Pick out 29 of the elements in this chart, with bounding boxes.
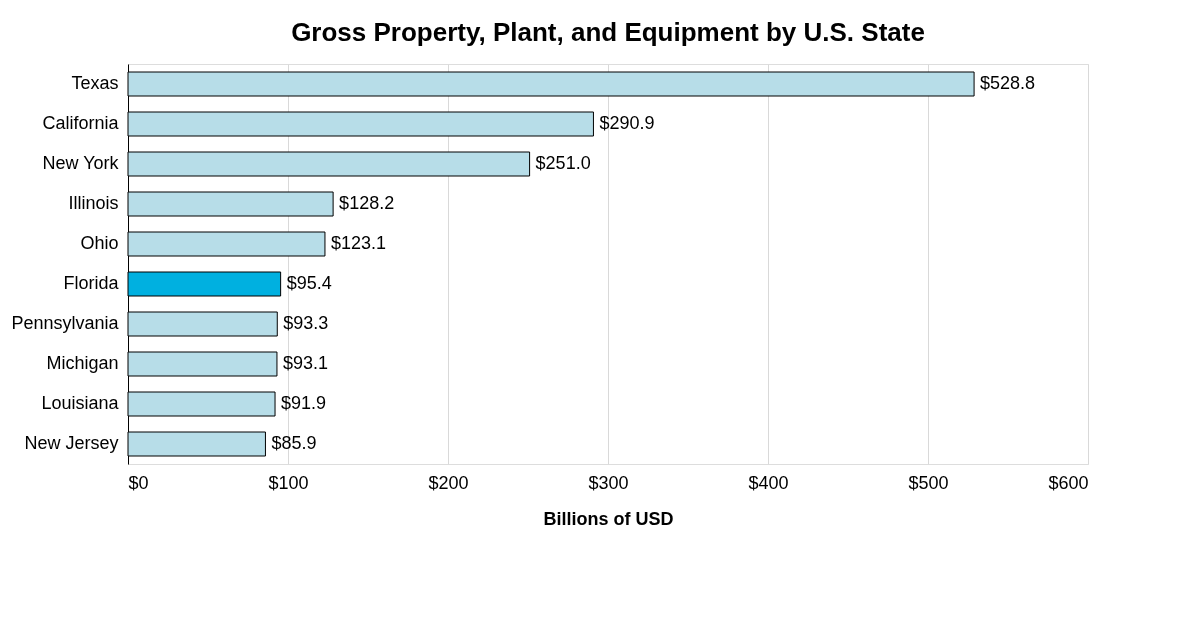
data-label: $85.9 [271,433,317,453]
y-tick-label: Michigan [46,353,119,373]
data-label: $123.1 [330,233,387,253]
x-tick-label: $300 [588,472,629,493]
data-label: $95.4 [286,273,332,293]
x-tick-label: $0 [128,472,149,493]
x-tick-label: $100 [268,472,309,493]
y-tick-label: New York [42,153,120,173]
y-tick-label: Florida [63,273,120,293]
data-label: $290.9 [599,113,655,133]
x-tick-label: $600 [1048,472,1089,493]
x-tick-label: $500 [908,472,949,493]
y-tick-label: Texas [71,73,119,93]
x-axis-title: Billions of USD [543,508,674,529]
data-label: $528.8 [980,73,1036,93]
x-tick-label: $200 [428,472,469,493]
x-tick-label: $400 [748,472,789,493]
data-label: $93.3 [283,313,329,333]
data-label: $93.1 [282,353,329,373]
y-tick-label: Louisiana [41,393,120,413]
y-tick-label: Pennsylvania [11,313,120,333]
y-tick-label: California [42,113,120,133]
y-tick-label: Ohio [80,233,119,253]
data-label: $251.0 [535,153,591,173]
data-label: $128.2 [339,193,395,213]
chart-title: Gross Property, Plant, and Equipment by U.S. State [291,17,925,47]
y-tick-label: Illinois [68,193,119,213]
y-tick-label: New Jersey [24,433,119,453]
data-label: $91.9 [281,393,327,413]
